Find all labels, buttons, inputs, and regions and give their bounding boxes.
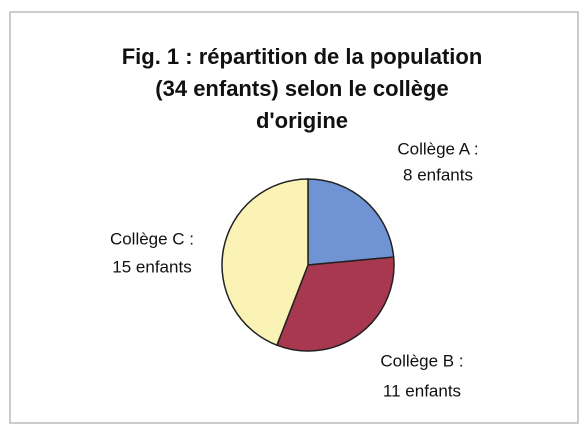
chart-title: (34 enfants) selon le collège [155,76,448,101]
slice-category-label: Collège A : [397,139,478,158]
slice-category-label: Collège C : [110,229,194,248]
pie-slice [275,256,395,352]
slice-value-label: 11 enfants [383,381,461,400]
chart-title: Fig. 1 : répartition de la population [122,44,483,69]
slice-category-label: Collège B : [380,351,463,370]
slice-value-label: 8 enfants [403,165,473,184]
pie-slice [307,178,395,266]
slice-value-label: 15 enfants [112,257,191,276]
pie-slice [221,178,309,347]
chart-title: d'origine [256,108,348,133]
